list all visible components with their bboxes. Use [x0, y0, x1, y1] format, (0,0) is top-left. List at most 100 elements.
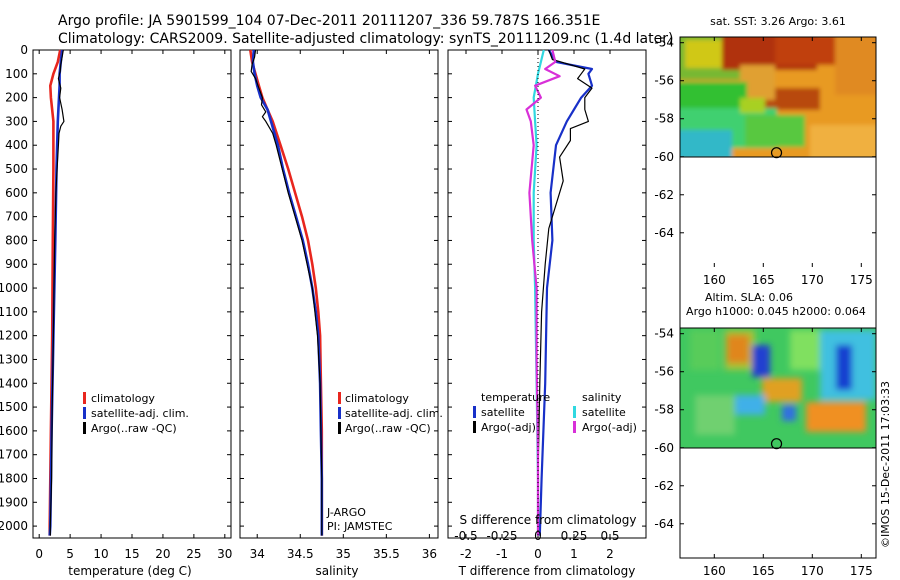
map-y-tick-label: -62: [654, 479, 674, 493]
sla-cell: [695, 395, 735, 435]
sla-cell: [762, 378, 802, 402]
depth-tick-label: 300: [5, 114, 28, 128]
annotation-j-argo: J-ARGO: [326, 506, 366, 519]
legend-label-satellite: satellite-adj. clim.: [345, 407, 443, 420]
legend-swatch-s-argo: [573, 421, 576, 433]
series-line-climatology: [249, 49, 324, 536]
depth-tick-label: 1600: [0, 424, 28, 438]
sla-cell: [690, 330, 720, 370]
legend-heading-salinity: salinity: [582, 391, 622, 404]
map-x-tick-label: 165: [752, 273, 775, 287]
sst-cell: [680, 130, 732, 157]
legend-swatch-climatology: [338, 392, 341, 404]
depth-tick-label: 2000: [0, 519, 28, 533]
sla-map-frame: [679, 327, 877, 559]
depth-tick-label: 600: [5, 186, 28, 200]
credit-text: ©IMOS 15-Dec-2011 17:03:33: [879, 381, 892, 548]
sst-map-axes: 160 165 170 175 -54 -56 -58 -60 -62 -64: [654, 36, 876, 287]
legend-label-t-satellite: satellite: [481, 406, 525, 419]
map-y-tick-label: -60: [654, 150, 674, 164]
legend-swatch-s-satellite: [573, 406, 576, 418]
map-y-tick-label: -56: [654, 74, 674, 88]
map-x-tick-label: 175: [850, 564, 873, 578]
salinity-plot: 34 34.5 35 35.5 36: [240, 49, 438, 561]
x-tick-label: 34.5: [287, 547, 314, 561]
series-line-t-argo-adj: [537, 49, 593, 536]
sst-cell: [775, 37, 835, 65]
map-x-tick-label: 160: [703, 564, 726, 578]
map-x-tick-label: 160: [703, 273, 726, 287]
sst-map-title: sat. SST: 3.26 Argo: 3.61: [710, 15, 846, 28]
sst-cell: [685, 40, 725, 68]
annotation-pi: PI: JAMSTEC: [327, 520, 393, 533]
sst-cell: [740, 98, 765, 113]
depth-tick-label: 100: [5, 67, 28, 81]
depth-tick-label: 400: [5, 138, 28, 152]
depth-tick-label: 1700: [0, 448, 28, 462]
depth-tick-label: 1000: [0, 281, 28, 295]
header-line-1: Argo profile: JA 5901599_104 07-Dec-2011…: [58, 13, 600, 29]
legend-swatch-t-argo: [473, 421, 476, 433]
x-tick-label: 36: [422, 547, 437, 561]
legend-swatch-satellite: [83, 407, 86, 419]
x-tick-label: 0: [35, 547, 43, 561]
legend-label-s-satellite: satellite: [582, 406, 626, 419]
legend-label-t-argo: Argo(-adj): [481, 421, 536, 434]
map-x-tick-label: 175: [850, 273, 873, 287]
legend-swatch-satellite: [338, 407, 341, 419]
depth-tick-label: 1400: [0, 376, 28, 390]
legend-label-argo: Argo(..raw -QC): [345, 422, 431, 435]
depth-tick-label: 500: [5, 162, 28, 176]
temperature-plot: 0 5 10 15 20 25 30: [33, 49, 232, 561]
map-y-tick-label: -58: [654, 403, 674, 417]
map-x-tick-label: 170: [801, 564, 824, 578]
sla-cell: [752, 345, 770, 377]
depth-tick-label: 1300: [0, 352, 28, 366]
map-y-tick-label: -62: [654, 188, 674, 202]
salinity-panel-frame: [239, 49, 439, 539]
x-tick-label: -1: [496, 547, 508, 561]
series-line-argo-raw-qc: [49, 49, 65, 536]
sst-cell: [810, 125, 876, 157]
sla-cell: [782, 405, 796, 421]
depth-tick-label: 1100: [0, 305, 28, 319]
depth-tick-label: 1900: [0, 495, 28, 509]
map-y-tick-label: -54: [654, 327, 674, 341]
s-difference-axis-label: S difference from climatology: [460, 513, 637, 527]
x-tick-label: 15: [124, 547, 139, 561]
map-y-tick-label: -54: [654, 36, 674, 50]
depth-axis: 0 100 200 300 400 500 600 700 800 900 1000 1100 1200…: [0, 43, 28, 533]
depth-tick-label: 200: [5, 91, 28, 105]
legend-label-climatology: climatology: [91, 392, 155, 405]
x-tick-label: 30: [217, 547, 232, 561]
depth-tick-label: 700: [5, 210, 28, 224]
salinity-axis-label: salinity: [315, 564, 358, 578]
argo-location-marker: [770, 438, 783, 450]
s-tick-label: 0.5: [600, 529, 619, 543]
legend-swatch-argo: [83, 422, 86, 434]
sla-heatmap: [680, 328, 876, 448]
map-y-tick-label: -60: [654, 441, 674, 455]
temperature-legend: climatology satellite-adj. clim. Argo(..…: [83, 392, 189, 435]
header-line-2: Climatology: CARS2009. Satellite-adjuste…: [58, 31, 673, 47]
sla-cell: [725, 330, 755, 370]
x-tick-label: 25: [186, 547, 201, 561]
x-tick-label: 35: [336, 547, 351, 561]
salinity-legend: climatology satellite-adj. clim. Argo(..…: [326, 392, 443, 533]
argo-location-marker: [770, 147, 783, 159]
legend-label-climatology: climatology: [345, 392, 409, 405]
x-tick-label: 5: [66, 547, 74, 561]
x-tick-label: 20: [155, 547, 170, 561]
sla-cell: [836, 345, 852, 390]
legend-swatch-argo: [338, 422, 341, 434]
s-tick-label: 0: [534, 529, 542, 543]
difference-plot: -2 -1 0 1 2 -0.5 -0.25 0 0.25 0.5: [448, 49, 646, 561]
x-tick-label: 35.5: [373, 547, 400, 561]
map-y-tick-label: -58: [654, 112, 674, 126]
sla-map-axes: 160 165 170 175 -54 -56 -58 -60 -62 -64: [654, 327, 876, 578]
sla-map-title-line-1: Altim. SLA: 0.06: [705, 291, 793, 304]
depth-tick-label: 1500: [0, 400, 28, 414]
legend-swatch-climatology: [83, 392, 86, 404]
